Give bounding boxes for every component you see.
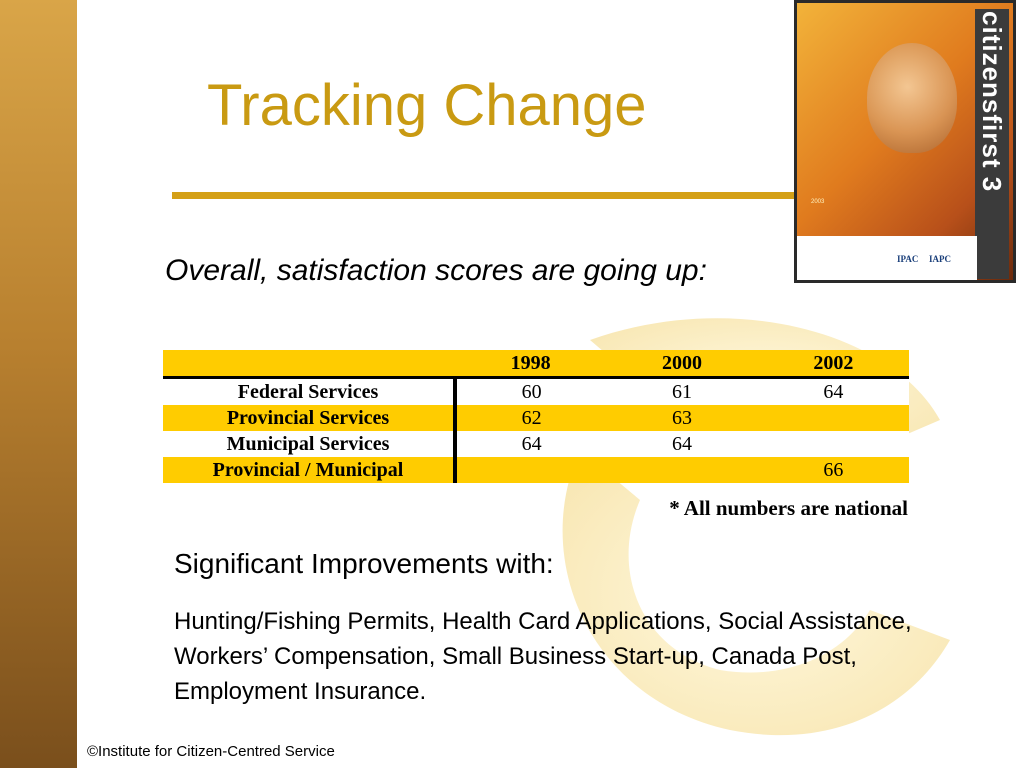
iapc-logo: IAPC — [929, 254, 951, 264]
cover-portrait — [867, 43, 957, 153]
slide-subtitle: Overall, satisfaction scores are going u… — [165, 254, 707, 287]
row-label: Municipal Services — [163, 431, 457, 457]
table-cell — [455, 457, 607, 483]
table-header-row: 1998 2000 2002 — [163, 350, 909, 379]
row-label: Federal Services — [163, 377, 457, 405]
table-cell: 61 — [606, 377, 758, 405]
table-cell: 60 — [455, 377, 607, 405]
title-underline — [172, 192, 812, 199]
satisfaction-table: 1998 2000 2002 Federal Services 60 61 64… — [163, 350, 909, 483]
table-cell — [757, 431, 909, 457]
column-header-label — [163, 350, 455, 379]
column-header-1998: 1998 — [455, 350, 607, 379]
cover-brand-text: citizensfirst 3 — [977, 11, 1007, 193]
decorative-sidebar — [0, 0, 77, 768]
cover-logo-strip: IPAC IAPC — [797, 236, 977, 280]
table-cell — [606, 457, 758, 483]
table-row: Provincial / Municipal 66 — [163, 457, 909, 483]
table-cell: 62 — [455, 405, 607, 431]
significant-body: Hunting/Fishing Permits, Health Card App… — [174, 608, 912, 705]
table-cell: 64 — [606, 431, 758, 457]
cover-brand-band — [975, 9, 1009, 279]
row-label: Provincial / Municipal — [163, 457, 457, 483]
table-cell: 63 — [606, 405, 758, 431]
column-header-2000: 2000 — [606, 350, 758, 379]
report-cover-image: 2003 citizensfirst 3 IPAC IAPC — [794, 0, 1016, 283]
copyright-footer: ©Institute for Citizen-Centred Service — [87, 743, 335, 760]
significant-heading: Significant Improvements with: — [174, 548, 554, 579]
table-cell: 66 — [757, 457, 909, 483]
row-label: Provincial Services — [163, 405, 457, 431]
table-row: Provincial Services 62 63 — [163, 405, 909, 431]
table-cell: 64 — [455, 431, 607, 457]
slide-title: Tracking Change — [207, 73, 647, 138]
table-row: Municipal Services 64 64 — [163, 431, 909, 457]
table-cell: 64 — [757, 377, 909, 405]
table-row: Federal Services 60 61 64 — [163, 377, 909, 405]
cover-year: 2003 — [811, 199, 825, 205]
ipac-logo: IPAC — [897, 254, 919, 264]
national-note: * All numbers are national — [669, 496, 908, 520]
column-header-2002: 2002 — [757, 350, 909, 379]
table-cell — [757, 405, 909, 431]
